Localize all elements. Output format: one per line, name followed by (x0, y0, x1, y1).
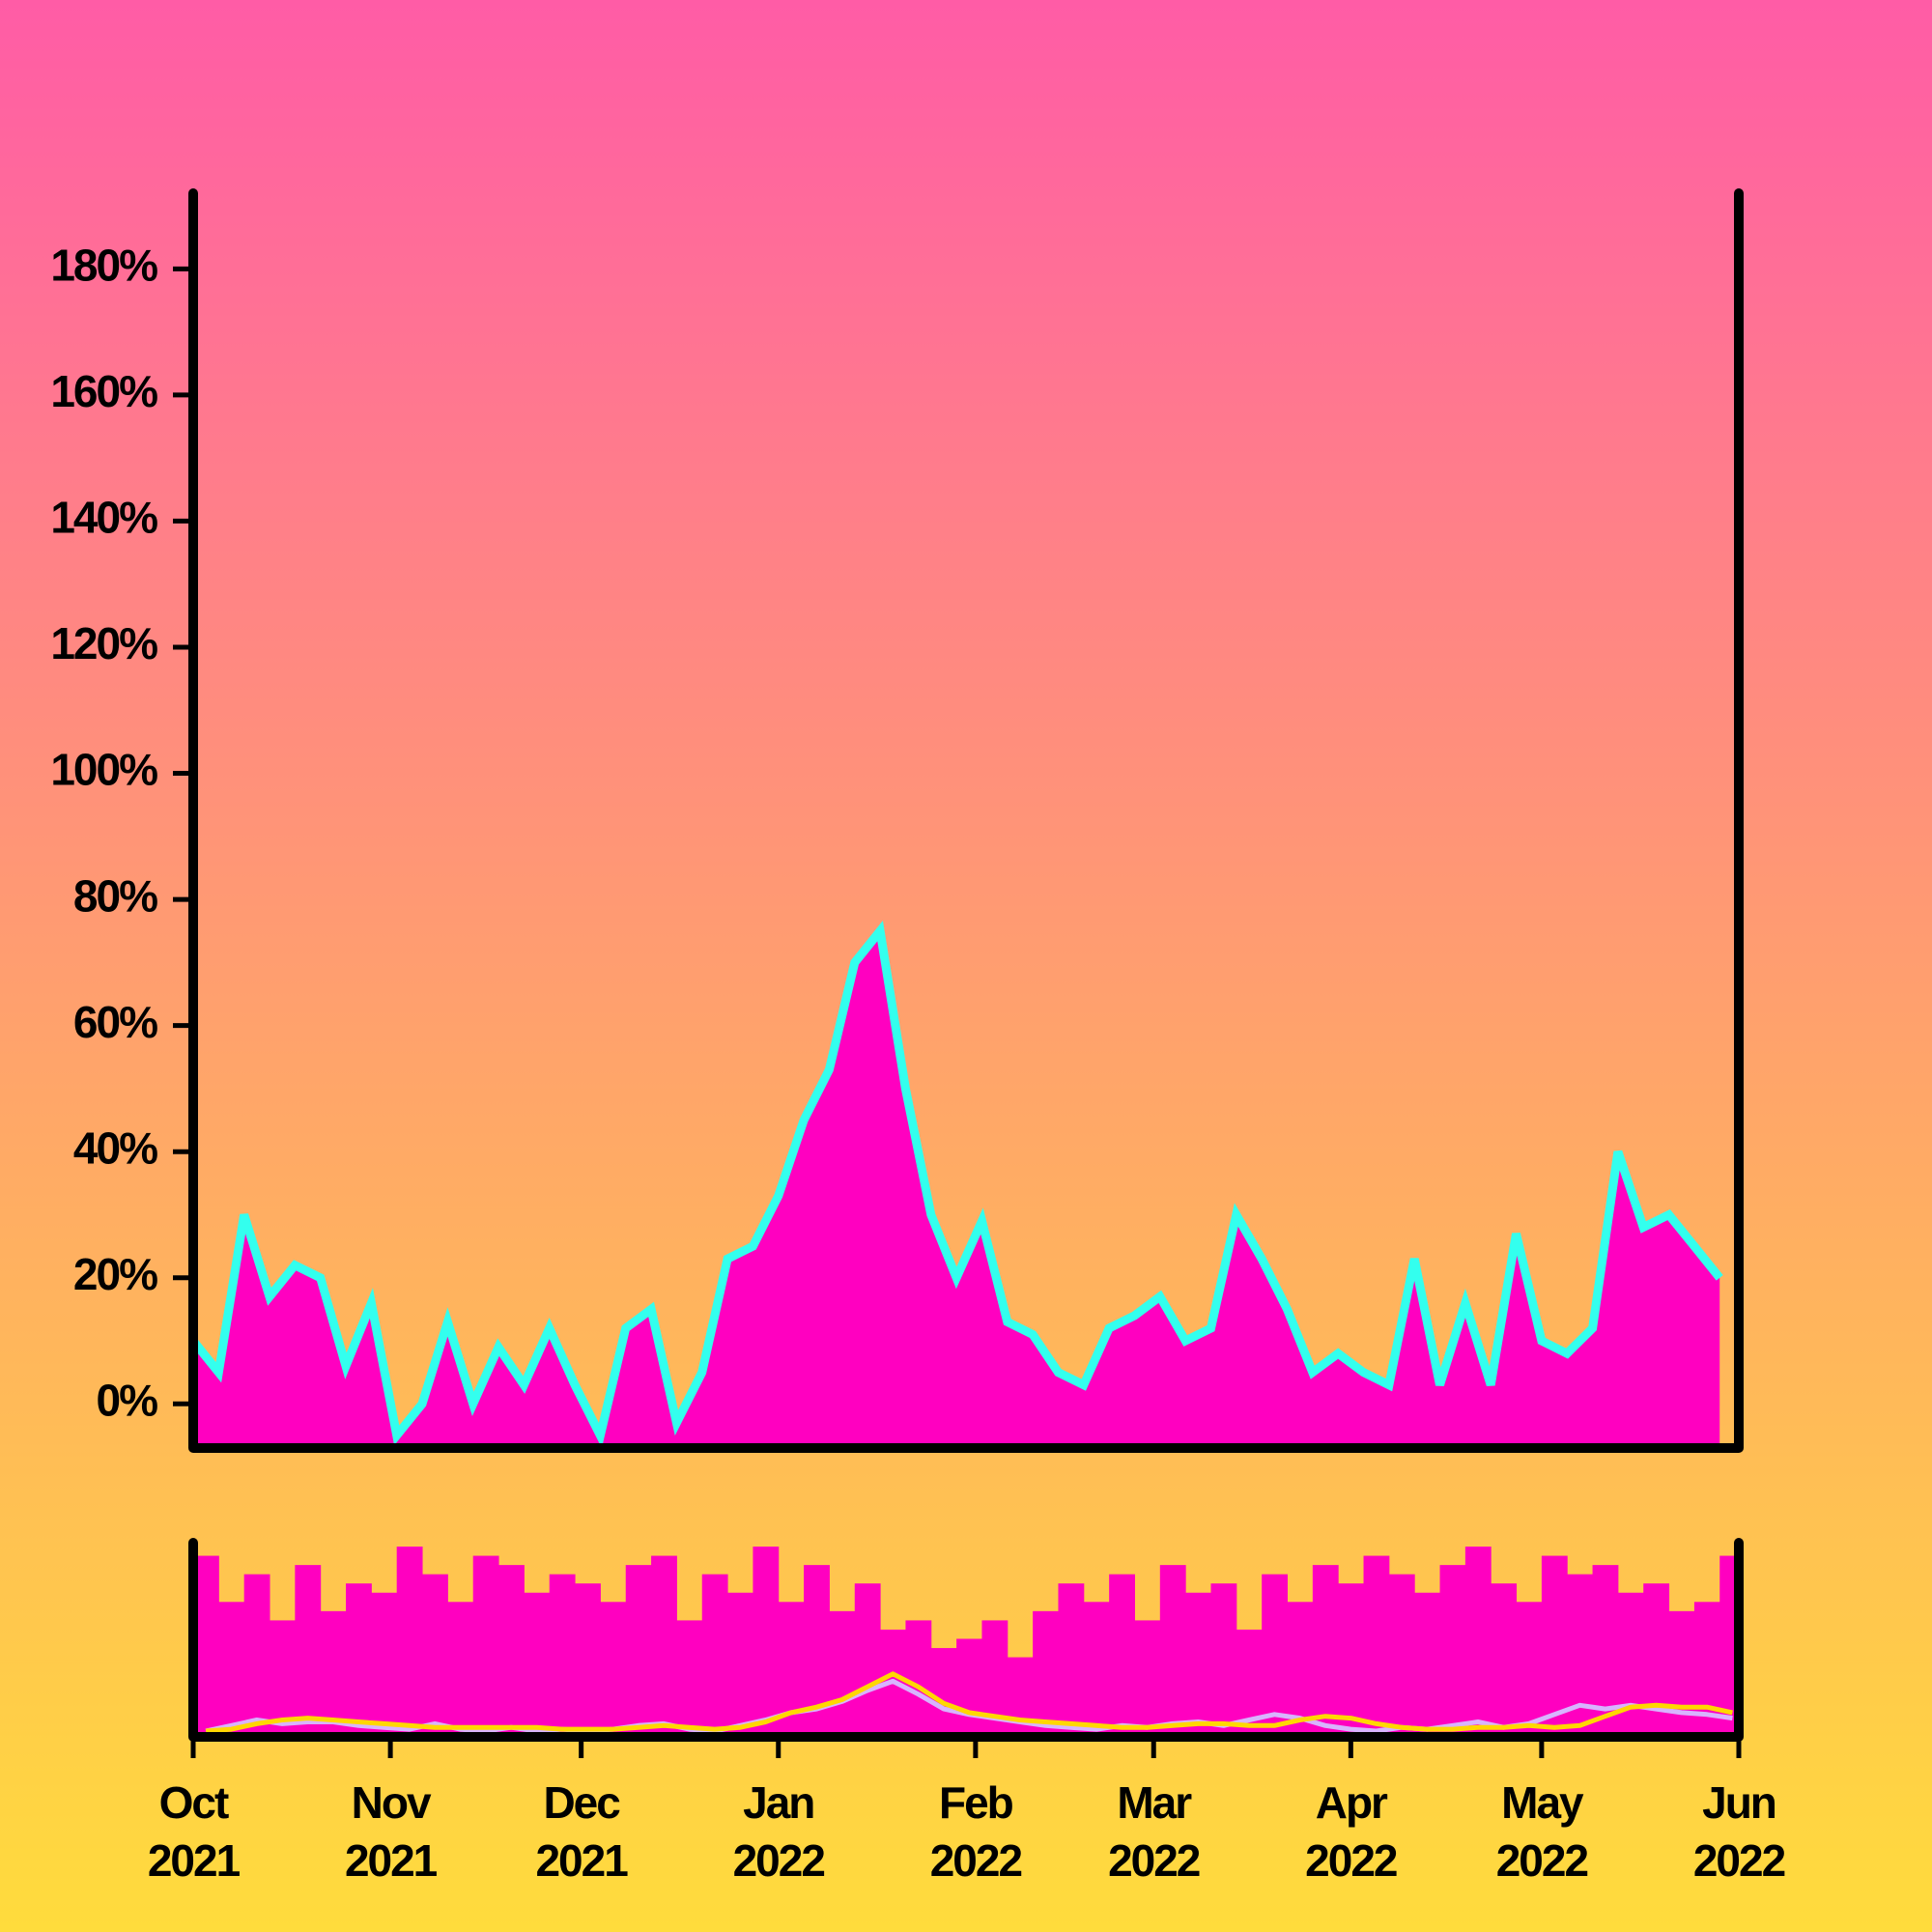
y-tick-label: 0% (97, 1375, 158, 1425)
bar (701, 1574, 728, 1737)
bar (1262, 1574, 1289, 1737)
bar (549, 1574, 576, 1737)
bar (956, 1638, 982, 1737)
bar (1693, 1602, 1720, 1737)
y-tick-label: 40% (73, 1122, 157, 1173)
area-line (193, 920, 1723, 1448)
bar (1159, 1565, 1186, 1737)
main-plot (193, 920, 1723, 1448)
bar (295, 1565, 322, 1737)
bar (371, 1592, 398, 1737)
y-tick-label: 140% (50, 493, 157, 543)
bar (1464, 1547, 1492, 1737)
bar (1491, 1583, 1518, 1737)
bar (753, 1547, 780, 1737)
bar (1388, 1574, 1415, 1737)
bar (1338, 1583, 1365, 1737)
x-tick-label: Oct 2021 (147, 1777, 241, 1886)
x-tick-label: Nov 2021 (344, 1777, 438, 1886)
y-tick-label: 100% (50, 745, 157, 795)
bar (1567, 1574, 1594, 1737)
x-tick-label: Jan 2022 (732, 1777, 826, 1886)
bar (1210, 1583, 1237, 1737)
bar (1058, 1583, 1085, 1737)
axes: 0% 20% 40% 60% 80% 100% 120% 140% 160% 180% (50, 188, 1744, 1758)
bar (1414, 1592, 1441, 1737)
navigator-frame (188, 1538, 1744, 1742)
navigator-plot (193, 1547, 1739, 1737)
x-tick-label: Jun 2022 (1692, 1777, 1786, 1886)
bar (854, 1583, 881, 1737)
bar (829, 1610, 856, 1737)
bar (1668, 1610, 1695, 1737)
bar (1363, 1555, 1390, 1737)
bar (1109, 1574, 1135, 1737)
bar (447, 1602, 474, 1737)
bar (1007, 1657, 1034, 1737)
bar (930, 1648, 957, 1737)
y-tick-label: 80% (73, 870, 157, 921)
bar (320, 1610, 347, 1737)
bar (1083, 1602, 1110, 1737)
bar (1643, 1583, 1670, 1737)
bar (651, 1555, 677, 1737)
bar (1312, 1565, 1339, 1737)
bar (1439, 1565, 1466, 1737)
bar (1033, 1610, 1059, 1737)
bar (905, 1620, 932, 1737)
y-tick-label: 60% (73, 997, 157, 1047)
bar (1287, 1602, 1314, 1737)
bar (600, 1602, 627, 1737)
area (193, 930, 1720, 1448)
bar (346, 1583, 372, 1737)
bar (727, 1592, 753, 1737)
x-tick-label: Feb 2022 (929, 1777, 1023, 1886)
bar (1516, 1602, 1543, 1737)
main-frame (188, 188, 1744, 1453)
y-tick-label: 160% (50, 366, 157, 416)
x-tick-label: Apr 2022 (1305, 1777, 1398, 1886)
smoothed-line (206, 1671, 1733, 1734)
bar (804, 1565, 830, 1737)
bar (422, 1574, 448, 1737)
y-tick-label: 120% (50, 618, 157, 668)
bar (676, 1620, 703, 1737)
y-tick-label: 180% (50, 240, 157, 290)
bar (625, 1565, 652, 1737)
y-tick-label: 20% (73, 1249, 157, 1299)
bar (396, 1547, 423, 1737)
bar (1134, 1620, 1161, 1737)
bar (1541, 1555, 1568, 1737)
bar (243, 1574, 270, 1737)
x-tick-label: May 2022 (1495, 1777, 1589, 1886)
bar (498, 1565, 525, 1737)
bar (524, 1592, 551, 1737)
bar (1617, 1592, 1644, 1737)
bar (575, 1583, 601, 1737)
x-tick-label: Mar 2022 (1108, 1777, 1201, 1886)
bar (218, 1602, 245, 1737)
bar (472, 1555, 499, 1737)
x-tick-label: Dec 2021 (535, 1777, 628, 1886)
bar (1185, 1592, 1211, 1737)
